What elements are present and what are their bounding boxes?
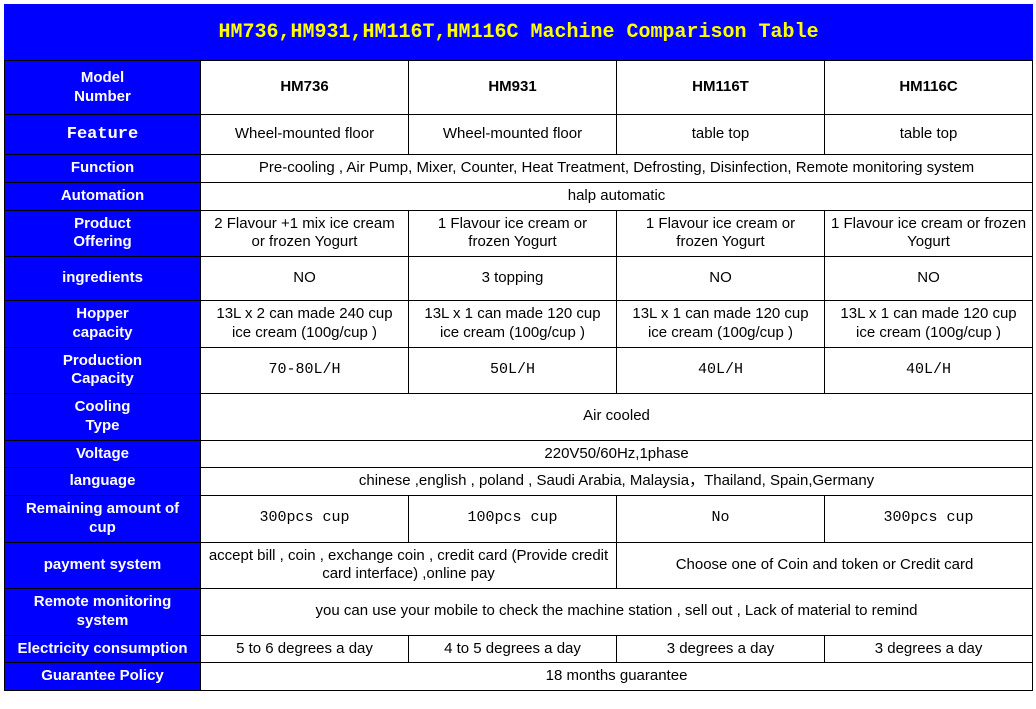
prodcap-v2: 50L/H	[409, 347, 617, 394]
header-m3: HM116T	[617, 61, 825, 115]
hopper-v4: 13L x 1 can made 120 cup ice cream (100g…	[825, 301, 1033, 348]
cups-v2: 100pcs cup	[409, 496, 617, 543]
ingredients-v3: NO	[617, 257, 825, 301]
header-m2: HM931	[409, 61, 617, 115]
function-span: Pre-cooling , Air Pump, Mixer, Counter, …	[201, 155, 1033, 183]
label-remote: Remote monitoring system	[5, 589, 201, 636]
elec-v3: 3 degrees a day	[617, 635, 825, 663]
automation-span: halp automatic	[201, 182, 1033, 210]
hopper-v1: 13L x 2 can made 240 cup ice cream (100g…	[201, 301, 409, 348]
prodcap-v3: 40L/H	[617, 347, 825, 394]
row-feature: Feature Wheel-mounted floor Wheel-mounte…	[5, 115, 1033, 155]
ingredients-v2: 3 topping	[409, 257, 617, 301]
cups-v4: 300pcs cup	[825, 496, 1033, 543]
header-m4: HM116C	[825, 61, 1033, 115]
cups-v1: 300pcs cup	[201, 496, 409, 543]
hopper-v2: 13L x 1 can made 120 cup ice cream (100g…	[409, 301, 617, 348]
feature-v2: Wheel-mounted floor	[409, 115, 617, 155]
label-prodcap: Production Capacity	[5, 347, 201, 394]
feature-v3: table top	[617, 115, 825, 155]
row-prodcap: Production Capacity 70-80L/H 50L/H 40L/H…	[5, 347, 1033, 394]
feature-v1: Wheel-mounted floor	[201, 115, 409, 155]
label-feature: Feature	[5, 115, 201, 155]
row-hopper: Hopper capacity 13L x 2 can made 240 cup…	[5, 301, 1033, 348]
voltage-span: 220V50/60Hz,1phase	[201, 440, 1033, 468]
title-row: HM736,HM931,HM116T,HM116C Machine Compar…	[5, 5, 1033, 61]
row-payment: payment system accept bill , coin , exch…	[5, 542, 1033, 589]
comparison-table: HM736,HM931,HM116T,HM116C Machine Compar…	[4, 4, 1033, 691]
row-automation: Automation halp automatic	[5, 182, 1033, 210]
label-voltage: Voltage	[5, 440, 201, 468]
elec-v2: 4 to 5 degrees a day	[409, 635, 617, 663]
guarantee-span: 18 months guarantee	[201, 663, 1033, 691]
payment-right: Choose one of Coin and token or Credit c…	[617, 542, 1033, 589]
label-offering: Product Offering	[5, 210, 201, 257]
label-language: language	[5, 468, 201, 496]
header-m1: HM736	[201, 61, 409, 115]
row-offering: Product Offering 2 Flavour +1 mix ice cr…	[5, 210, 1033, 257]
label-function: Function	[5, 155, 201, 183]
ingredients-v1: NO	[201, 257, 409, 301]
row-cooling: Cooling Type Air cooled	[5, 394, 1033, 441]
language-span: chinese ,english , poland , Saudi Arabia…	[201, 468, 1033, 496]
row-guarantee: Guarantee Policy 18 months guarantee	[5, 663, 1033, 691]
row-cups: Remaining amount of cup 300pcs cup 100pc…	[5, 496, 1033, 543]
label-automation: Automation	[5, 182, 201, 210]
table-title: HM736,HM931,HM116T,HM116C Machine Compar…	[5, 5, 1033, 61]
row-ingredients: ingredients NO 3 topping NO NO	[5, 257, 1033, 301]
feature-v4: table top	[825, 115, 1033, 155]
cups-v3: No	[617, 496, 825, 543]
row-function: Function Pre-cooling , Air Pump, Mixer, …	[5, 155, 1033, 183]
label-ingredients: ingredients	[5, 257, 201, 301]
elec-v4: 3 degrees a day	[825, 635, 1033, 663]
row-remote: Remote monitoring system you can use you…	[5, 589, 1033, 636]
label-elec: Electricity consumption	[5, 635, 201, 663]
row-elec: Electricity consumption 5 to 6 degrees a…	[5, 635, 1033, 663]
label-cooling: Cooling Type	[5, 394, 201, 441]
label-guarantee: Guarantee Policy	[5, 663, 201, 691]
prodcap-v4: 40L/H	[825, 347, 1033, 394]
row-language: language chinese ,english , poland , Sau…	[5, 468, 1033, 496]
row-voltage: Voltage 220V50/60Hz,1phase	[5, 440, 1033, 468]
offering-v2: 1 Flavour ice cream or frozen Yogurt	[409, 210, 617, 257]
label-payment: payment system	[5, 542, 201, 589]
elec-v1: 5 to 6 degrees a day	[201, 635, 409, 663]
hopper-v3: 13L x 1 can made 120 cup ice cream (100g…	[617, 301, 825, 348]
offering-v3: 1 Flavour ice cream or frozen Yogurt	[617, 210, 825, 257]
label-cups: Remaining amount of cup	[5, 496, 201, 543]
header-model: Model Number	[5, 61, 201, 115]
payment-left: accept bill , coin , exchange coin , cre…	[201, 542, 617, 589]
cooling-span: Air cooled	[201, 394, 1033, 441]
ingredients-v4: NO	[825, 257, 1033, 301]
prodcap-v1: 70-80L/H	[201, 347, 409, 394]
label-hopper: Hopper capacity	[5, 301, 201, 348]
header-row: Model Number HM736 HM931 HM116T HM116C	[5, 61, 1033, 115]
offering-v4: 1 Flavour ice cream or frozen Yogurt	[825, 210, 1033, 257]
remote-span: you can use your mobile to check the mac…	[201, 589, 1033, 636]
offering-v1: 2 Flavour +1 mix ice cream or frozen Yog…	[201, 210, 409, 257]
